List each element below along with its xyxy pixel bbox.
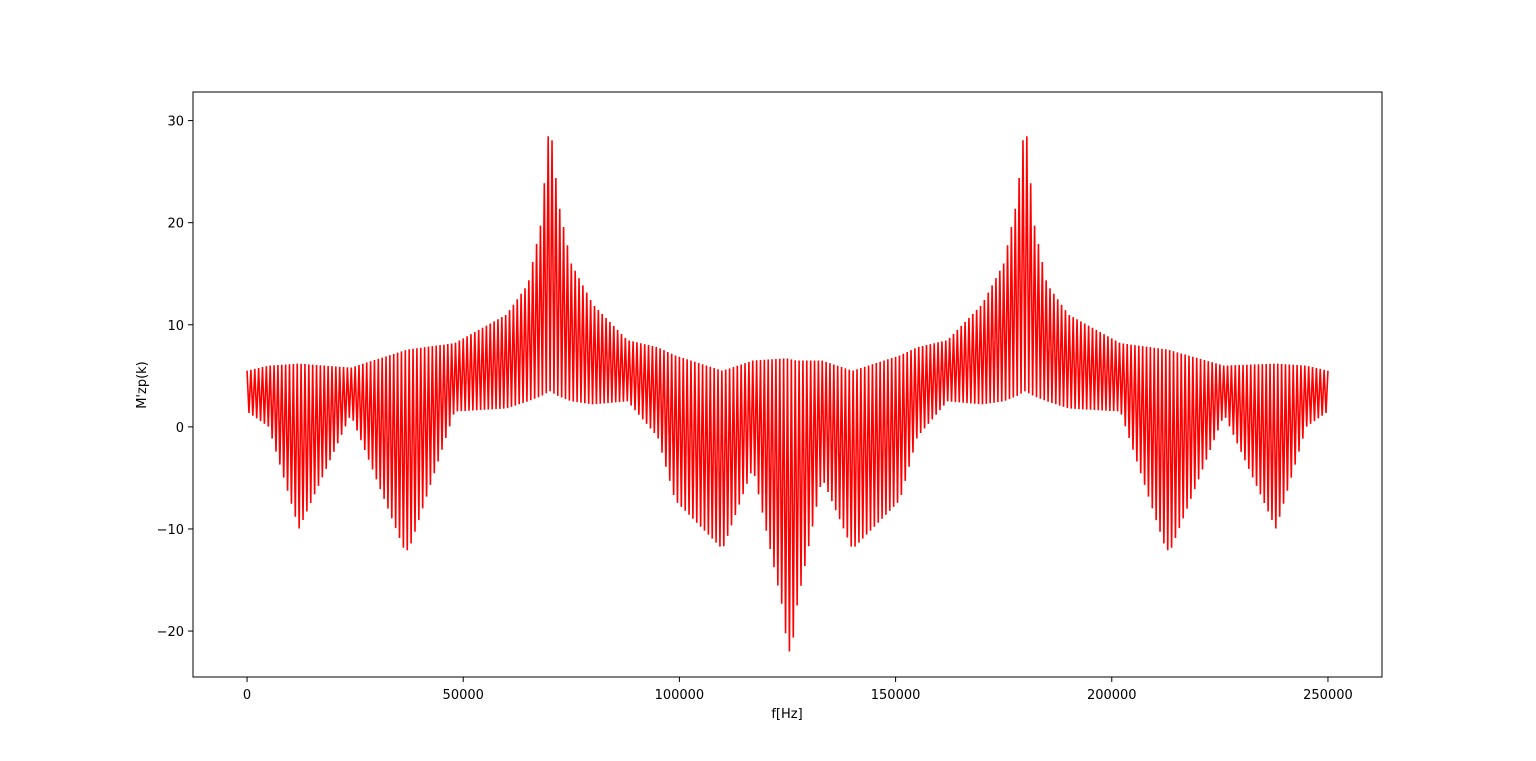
x-tick-label: 150000 (871, 688, 921, 703)
x-tick-label: 50000 (443, 688, 484, 703)
signal-series (246, 136, 1329, 652)
y-tick-label: 20 (167, 217, 184, 232)
y-axis: −20 −10 0 10 20 30 (157, 115, 193, 640)
x-tick-label: 250000 (1303, 688, 1353, 703)
x-axis: 0 50000 100000 150000 200000 250000 (243, 677, 1353, 703)
series-line (246, 136, 1329, 652)
plot-area-frame (192, 91, 1383, 678)
x-tick-label: 200000 (1087, 688, 1137, 703)
y-tick-label: 0 (176, 421, 184, 436)
y-tick-label: 30 (167, 115, 184, 130)
x-axis-label: f[Hz] (771, 707, 802, 722)
y-tick-label: −10 (157, 523, 184, 538)
x-tick-label: 100000 (655, 688, 705, 703)
y-tick-label: 10 (167, 319, 184, 334)
y-axis-label: M'zp(k) (135, 361, 150, 409)
x-tick-label: 0 (243, 688, 251, 703)
y-tick-label: −20 (157, 625, 184, 640)
